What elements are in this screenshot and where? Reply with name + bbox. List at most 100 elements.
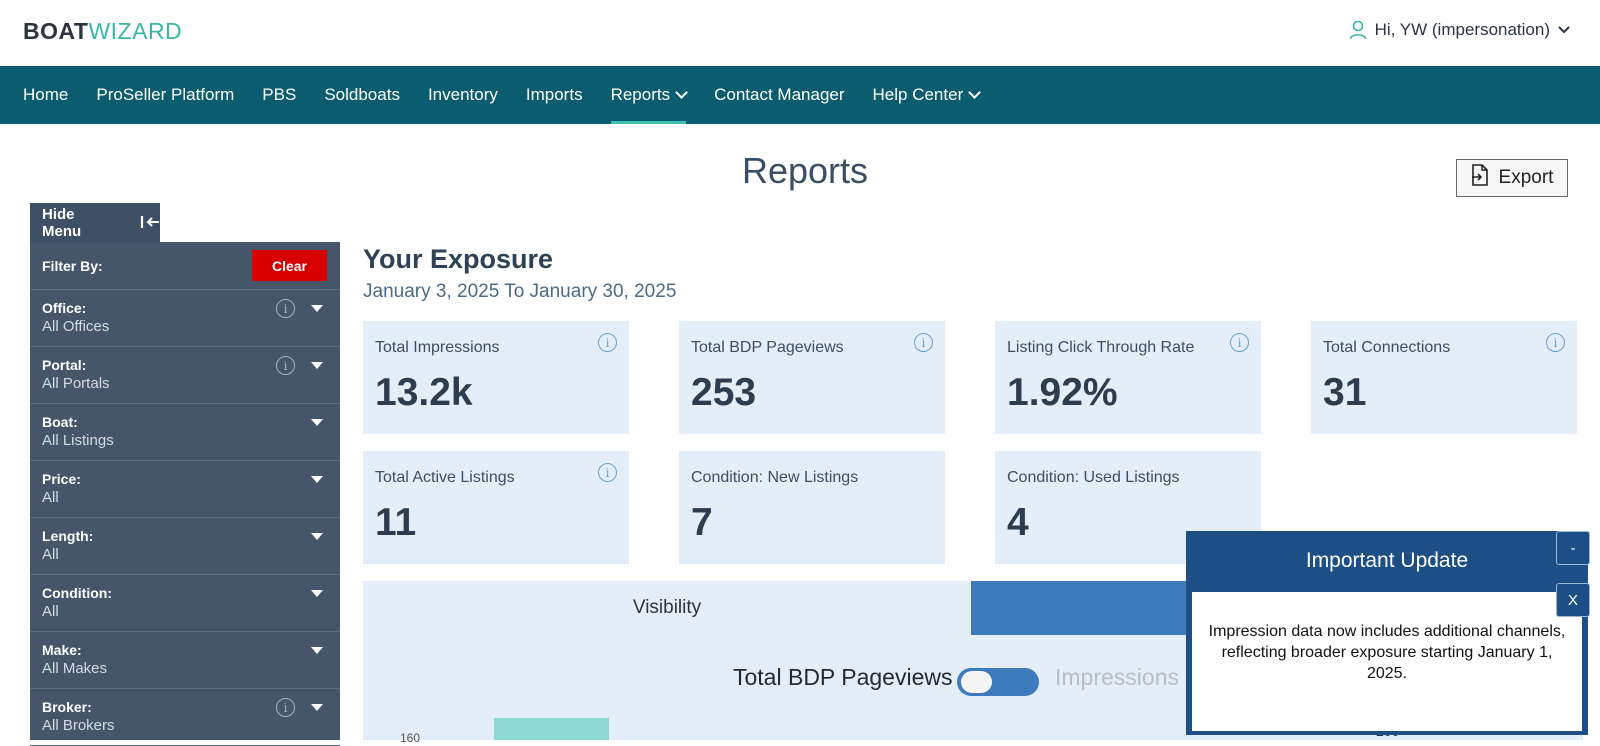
nav-item-imports[interactable]: Imports: [526, 66, 583, 124]
caret-down-icon: [311, 305, 323, 312]
caret-down-icon: [311, 533, 323, 540]
nav-item-reports[interactable]: Reports: [610, 66, 688, 124]
info-icon[interactable]: i: [598, 463, 617, 482]
user-icon: [1349, 20, 1367, 40]
y-axis-tick-left: 160: [400, 731, 421, 745]
exposure-title: Your Exposure: [363, 244, 554, 274]
stat-card-click-through-rate: Listing Click Through Rate 1.92% i: [995, 321, 1261, 434]
popup-minimize-button[interactable]: -: [1556, 531, 1590, 565]
popup-close-button[interactable]: X: [1556, 583, 1590, 617]
stat-card-total-connections: Total Connections 31 i: [1311, 321, 1577, 434]
popup-title: Important Update: [1305, 549, 1469, 572]
filter-length[interactable]: Length: All: [30, 518, 340, 575]
nav-item-label: Reports: [610, 85, 671, 104]
stat-value: 13.2k: [375, 371, 473, 414]
nav-item-label: Soldboats: [324, 85, 400, 104]
filter-name: Price:: [42, 471, 81, 487]
info-icon[interactable]: i: [1546, 333, 1565, 352]
filter-name: Make:: [42, 642, 82, 658]
filter-value: All Offices: [42, 318, 110, 335]
popup-message: Impression data now includes additional …: [1192, 592, 1582, 731]
nav-item-pbs[interactable]: PBS: [262, 66, 296, 124]
info-icon[interactable]: i: [276, 356, 295, 375]
stat-value: 4: [1007, 501, 1029, 544]
logo-wizard-text: WIZARD: [88, 18, 183, 44]
logo-boat-text: BOAT: [23, 18, 89, 44]
filter-name: Boat:: [42, 414, 78, 430]
stat-label: Total Impressions: [375, 339, 500, 356]
filter-value: All Makes: [42, 660, 108, 677]
info-icon[interactable]: i: [276, 299, 295, 318]
tab-visibility[interactable]: Visibility: [363, 581, 971, 635]
export-label: Export: [1498, 167, 1554, 188]
stat-card-total-bdp-pageviews: Total BDP Pageviews 253 i: [679, 321, 945, 434]
nav-item-label: PBS: [262, 85, 297, 104]
main-nav: Home ProSeller Platform PBS Soldboats In…: [0, 66, 1600, 124]
filter-sidebar: Filter By: Clear Office: All Offices i P…: [30, 242, 340, 746]
nav-item-home[interactable]: Home: [23, 66, 68, 124]
filter-boat[interactable]: Boat: All Listings: [30, 404, 340, 461]
filter-value: All Listings: [42, 432, 114, 449]
caret-down-icon: [311, 362, 323, 369]
filter-price[interactable]: Price: All: [30, 461, 340, 518]
user-greeting: Hi, YW (impersonation): [1374, 20, 1550, 39]
chevron-down-icon: [1558, 26, 1570, 34]
chevron-down-icon: [675, 86, 688, 99]
nav-item-contact-manager[interactable]: Contact Manager: [714, 66, 844, 124]
stat-value: 31: [1323, 371, 1367, 414]
hide-menu-label: Hide Menu: [42, 206, 82, 240]
info-icon[interactable]: i: [1230, 333, 1249, 352]
chevron-down-icon: [968, 86, 982, 99]
caret-down-icon: [311, 647, 323, 654]
stat-value: 11: [375, 501, 417, 544]
nav-item-help-center[interactable]: Help Center: [872, 66, 982, 124]
toggle-label-pageviews[interactable]: Total BDP Pageviews: [733, 664, 953, 690]
nav-item-inventory[interactable]: Inventory: [428, 66, 498, 124]
stat-label: Condition: Used Listings: [1007, 469, 1180, 486]
info-icon[interactable]: i: [598, 333, 617, 352]
important-update-popup: Important Update Impression data now inc…: [1186, 531, 1588, 735]
filter-value: All: [42, 603, 59, 620]
hide-menu-button[interactable]: Hide Menu: [30, 203, 160, 243]
info-icon[interactable]: i: [276, 698, 295, 717]
toggle-label-impressions[interactable]: Impressions: [1055, 664, 1179, 690]
stat-card-new-listings: Condition: New Listings 7: [679, 451, 945, 564]
nav-item-label: Inventory: [427, 85, 498, 104]
caret-down-icon: [311, 476, 323, 483]
nav-item-soldboats[interactable]: Soldboats: [324, 66, 400, 124]
nav-item-proseller-platform[interactable]: ProSeller Platform: [96, 66, 234, 124]
stat-label: Condition: New Listings: [691, 469, 859, 486]
stat-label: Listing Click Through Rate: [1007, 339, 1195, 356]
page-title: Reports: [741, 150, 869, 191]
stat-label: Total Connections: [1323, 339, 1451, 356]
filter-condition[interactable]: Condition: All: [30, 575, 340, 632]
filter-value: All Portals: [42, 375, 110, 392]
stat-value: 1.92%: [1007, 371, 1118, 414]
filter-name: Length:: [42, 528, 94, 544]
caret-down-icon: [311, 704, 323, 711]
user-menu[interactable]: Hi, YW (impersonation): [1349, 20, 1570, 40]
clear-filters-button[interactable]: Clear: [252, 250, 327, 281]
filter-name: Condition:: [42, 585, 112, 601]
nav-item-label: Imports: [525, 85, 583, 104]
metric-toggle-switch[interactable]: [957, 668, 1039, 696]
info-icon[interactable]: i: [914, 333, 933, 352]
filter-portal[interactable]: Portal: All Portals i: [30, 347, 340, 404]
filter-office[interactable]: Office: All Offices i: [30, 290, 340, 347]
boatwizard-logo[interactable]: BOATWIZARD: [23, 18, 182, 45]
nav-item-label: Contact Manager: [714, 85, 845, 104]
filter-name: Broker:: [42, 699, 92, 715]
filter-name: Portal:: [42, 357, 87, 373]
export-button[interactable]: Export: [1456, 159, 1568, 197]
stat-card-total-active-listings: Total Active Listings 11 i: [363, 451, 629, 564]
nav-item-label: Help Center: [872, 85, 964, 104]
stat-card-total-impressions: Total Impressions 13.2k i: [363, 321, 629, 434]
stat-value: 7: [691, 501, 713, 544]
filter-value: All Brokers: [42, 717, 115, 734]
export-file-icon: [1471, 164, 1489, 192]
caret-down-icon: [311, 419, 323, 426]
filter-make[interactable]: Make: All Makes: [30, 632, 340, 689]
filter-broker[interactable]: Broker: All Brokers i: [30, 689, 340, 746]
filter-header: Filter By: Clear: [30, 242, 340, 290]
chart-metric-toggle-row: Total BDP Pageviews Impressions: [363, 660, 1179, 700]
